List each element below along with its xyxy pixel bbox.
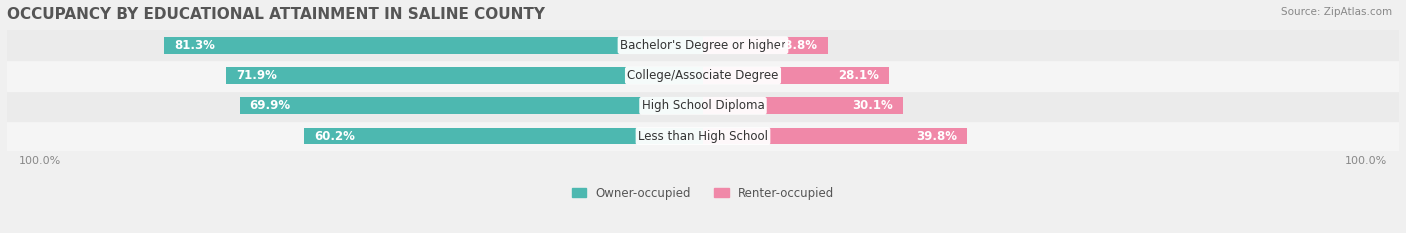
Text: OCCUPANCY BY EDUCATIONAL ATTAINMENT IN SALINE COUNTY: OCCUPANCY BY EDUCATIONAL ATTAINMENT IN S… — [7, 7, 546, 22]
Bar — [239, 97, 703, 114]
Legend: Owner-occupied, Renter-occupied: Owner-occupied, Renter-occupied — [572, 187, 834, 200]
Text: College/Associate Degree: College/Associate Degree — [627, 69, 779, 82]
Bar — [165, 37, 703, 54]
Bar — [703, 97, 903, 114]
Text: Less than High School: Less than High School — [638, 130, 768, 143]
Bar — [304, 128, 703, 144]
Bar — [703, 37, 828, 54]
Text: 69.9%: 69.9% — [250, 99, 291, 112]
Text: Source: ZipAtlas.com: Source: ZipAtlas.com — [1281, 7, 1392, 17]
Text: High School Diploma: High School Diploma — [641, 99, 765, 112]
Text: Bachelor's Degree or higher: Bachelor's Degree or higher — [620, 39, 786, 52]
Text: 28.1%: 28.1% — [838, 69, 879, 82]
Bar — [703, 128, 967, 144]
Bar — [7, 60, 1399, 91]
Bar — [703, 67, 889, 84]
Text: 81.3%: 81.3% — [174, 39, 215, 52]
Bar — [7, 121, 1399, 151]
Text: 30.1%: 30.1% — [852, 99, 893, 112]
Bar — [226, 67, 703, 84]
Text: 18.8%: 18.8% — [776, 39, 818, 52]
Text: 60.2%: 60.2% — [314, 130, 354, 143]
Bar — [7, 91, 1399, 121]
Text: 39.8%: 39.8% — [915, 130, 957, 143]
Bar — [7, 30, 1399, 60]
Text: 71.9%: 71.9% — [236, 69, 277, 82]
